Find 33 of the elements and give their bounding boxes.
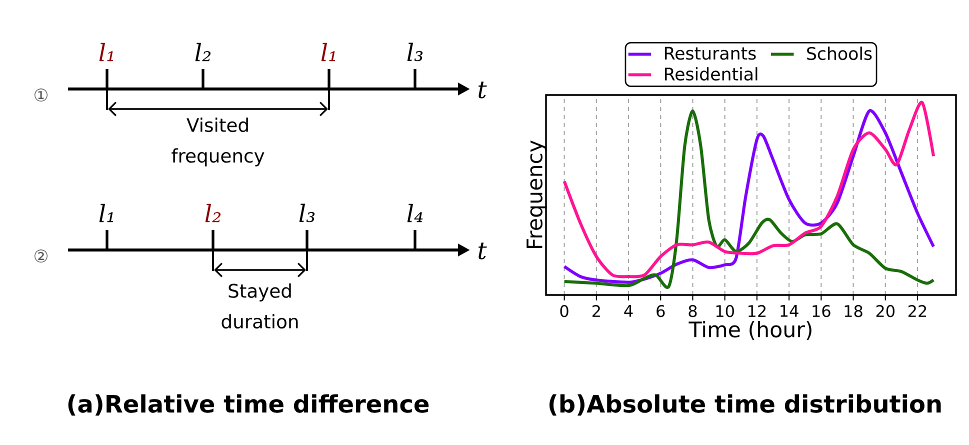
text: t: [478, 242, 487, 260]
text: ②: [34, 250, 48, 262]
x-tick-label: 16: [812, 305, 830, 318]
x-tick-label: 22: [908, 305, 926, 317]
x-tick-label: 20: [876, 305, 894, 318]
legend-label: Residential: [665, 67, 758, 81]
text: ①: [34, 88, 48, 102]
text: t: [478, 82, 487, 98]
x-axis-title: Time (hour): [688, 320, 812, 340]
x-tick-label: 12: [748, 305, 766, 317]
text: Stayed duration: [222, 283, 298, 329]
x-tick-label: 4: [624, 305, 633, 317]
x-tick-label: 0: [560, 305, 568, 318]
text: l₁: [321, 42, 336, 62]
x-tick-label: 8: [688, 305, 697, 318]
text: l₂: [205, 204, 221, 222]
legend-label: Schools: [807, 46, 872, 60]
x-tick-label: 2: [592, 305, 600, 317]
text: l₁: [99, 42, 114, 62]
text: l₃: [407, 42, 423, 62]
x-tick-label: 18: [844, 305, 862, 318]
text: (a)Relative time difference: [68, 394, 429, 416]
text: l₂: [195, 42, 211, 62]
text: l₁: [99, 204, 114, 222]
text: l₄: [407, 204, 423, 222]
x-tick-label: 10: [716, 305, 734, 318]
y-axis-title: Frequency: [526, 140, 547, 248]
text: Visited frequency: [172, 118, 264, 166]
text: (b)Absolute time distribution: [549, 394, 941, 416]
x-tick-label: 14: [780, 305, 798, 317]
x-tick-label: 6: [656, 305, 665, 318]
legend-label: Resturants: [665, 46, 756, 60]
text: l₃: [299, 204, 315, 222]
